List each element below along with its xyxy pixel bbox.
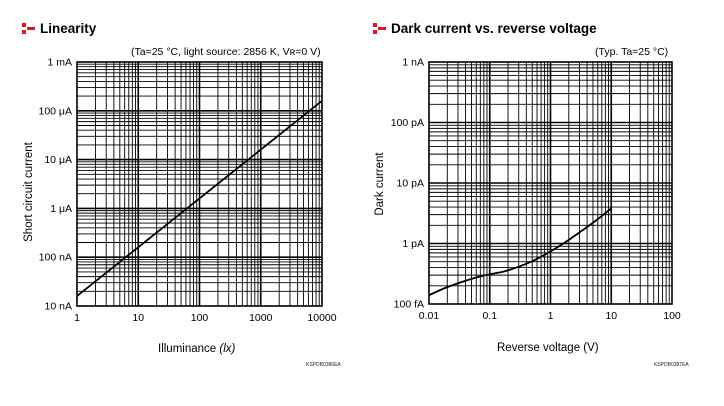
linearity-y-tick-label: 100 nA	[39, 252, 72, 264]
dark-current-y-tick-label: 100 pA	[391, 117, 424, 129]
dark-current-figure-code: KSPDB0387EA	[654, 362, 689, 368]
dark-current-title: Dark current vs. reverse voltage	[391, 21, 597, 36]
linearity-y-tick-label: 1 μA	[50, 203, 72, 215]
linearity-title-row: Linearity	[22, 21, 96, 36]
dark-current-conditions: (Typ. Ta=25 °C)	[595, 46, 669, 58]
linearity-x-axis-label-text: Illuminance	[158, 343, 217, 355]
dark-current-panel: Dark current vs. reverse voltage (Typ. T…	[362, 0, 724, 406]
dark-current-x-tick-label: 100	[663, 310, 681, 322]
linearity-x-tick-label: 10	[132, 312, 144, 324]
linearity-y-tick-label: 10 nA	[45, 301, 72, 313]
linearity-y-tick-label: 100 μA	[39, 105, 73, 117]
dark-current-series-line	[428, 207, 612, 296]
linearity-x-tick-label: 1000	[249, 312, 273, 324]
dark-current-x-tick-label: 0.1	[482, 310, 497, 322]
dark-current-plot: 0.01 0.1 1 10 100 100 fA 1 pA 10 pA 100 pA 1 nA	[391, 57, 681, 323]
dark-current-x-axis-label: Reverse voltage (V)	[497, 342, 599, 354]
hamamatsu-bullet-icon	[22, 23, 35, 34]
linearity-x-tick-label: 100	[191, 312, 209, 324]
linearity-title: Linearity	[40, 21, 97, 36]
linearity-plot: 1 10 100 1000 10000 10 nA 100 nA 1 μA 10 μA 100 μ…	[39, 57, 337, 325]
linearity-conditions: (Ta=25 °C, light source: 2856 K, Vʀ=0 V)	[131, 46, 321, 58]
linearity-panel: Linearity (Ta=25 °C, light source: 2856 …	[22, 21, 341, 368]
hamamatsu-bullet-icon	[373, 23, 386, 34]
dark-current-x-tick-label: 0.01	[419, 310, 440, 322]
linearity-x-axis-label: Illuminance (lx)	[158, 343, 235, 355]
linearity-series-line	[76, 100, 323, 297]
linearity-plot-frame	[76, 61, 323, 307]
dark-current-plot-frame	[428, 61, 673, 305]
linearity-y-axis-label: Short circuit current	[23, 142, 35, 242]
linearity-figure-code: KSPDB0386EA	[306, 362, 341, 368]
linearity-x-tick-label: 1	[74, 312, 80, 324]
linearity-x-axis-unit: (lx)	[219, 343, 236, 355]
linearity-y-tick-label: 1 mA	[47, 57, 72, 69]
dark-current-y-tick-label: 100 fA	[394, 299, 424, 311]
dark-current-y-tick-label: 1 nA	[402, 57, 424, 69]
dark-current-y-axis-label: Dark current	[374, 152, 386, 216]
dark-current-title-row: Dark current vs. reverse voltage	[373, 21, 597, 36]
dark-current-x-tick-label: 1	[548, 310, 554, 322]
dark-current-y-tick-label: 10 pA	[397, 178, 424, 190]
linearity-x-tick-label: 10000	[307, 312, 336, 324]
dark-current-x-tick-label: 10	[605, 310, 617, 322]
linearity-y-tick-label: 10 μA	[44, 154, 72, 166]
dark-current-y-tick-label: 1 pA	[402, 238, 424, 250]
